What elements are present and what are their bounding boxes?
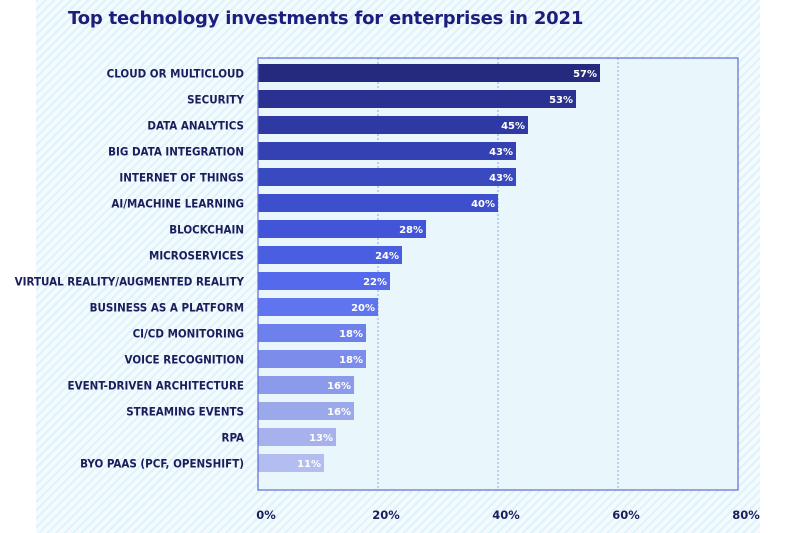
bar-value-label: 16% bbox=[327, 381, 351, 392]
category-label: VIRTUAL REALITY/AUGMENTED REALITY bbox=[15, 275, 245, 289]
x-tick-label: 0% bbox=[256, 508, 276, 522]
bar-value-label: 24% bbox=[375, 251, 399, 262]
x-tick-label: 80% bbox=[732, 508, 760, 522]
category-label: EVENT-DRIVEN ARCHITECTURE bbox=[68, 379, 245, 393]
bar bbox=[258, 324, 366, 342]
x-tick-label: 20% bbox=[372, 508, 400, 522]
category-label: DATA ANALYTICS bbox=[147, 119, 244, 133]
bar-value-label: 28% bbox=[399, 225, 423, 236]
bar-value-label: 18% bbox=[339, 329, 363, 340]
x-tick-label: 60% bbox=[612, 508, 640, 522]
bar bbox=[258, 116, 528, 134]
bar-value-label: 11% bbox=[297, 459, 321, 470]
category-label: BYO PAAS (PCF, OPENSHIFT) bbox=[80, 457, 244, 471]
category-label: BLOCKCHAIN bbox=[169, 223, 244, 237]
category-label: BUSINESS AS A PLATFORM bbox=[90, 301, 244, 315]
bar bbox=[258, 64, 600, 82]
bar bbox=[258, 298, 378, 316]
bar bbox=[258, 246, 402, 264]
bar-value-label: 57% bbox=[573, 69, 597, 80]
category-label: MICROSERVICES bbox=[149, 249, 244, 263]
bar-value-label: 43% bbox=[489, 173, 513, 184]
bar bbox=[258, 90, 576, 108]
bar bbox=[258, 376, 354, 394]
category-label: VOICE RECOGNITION bbox=[125, 353, 244, 367]
category-label: STREAMING EVENTS bbox=[126, 405, 244, 419]
bar-value-label: 45% bbox=[501, 121, 525, 132]
bar bbox=[258, 350, 366, 368]
bar bbox=[258, 194, 498, 212]
bar bbox=[258, 220, 426, 238]
category-label: CI/CD MONITORING bbox=[133, 327, 244, 341]
category-label: SECURITY bbox=[187, 93, 244, 107]
bar-value-label: 22% bbox=[363, 277, 387, 288]
bar bbox=[258, 272, 390, 290]
bar bbox=[258, 168, 516, 186]
bar-value-label: 43% bbox=[489, 147, 513, 158]
bar-value-label: 53% bbox=[549, 95, 573, 106]
bar-value-label: 13% bbox=[309, 433, 333, 444]
category-label: AI/MACHINE LEARNING bbox=[111, 197, 244, 211]
bar bbox=[258, 142, 516, 160]
bar bbox=[258, 428, 336, 446]
bar-value-label: 16% bbox=[327, 407, 351, 418]
bar bbox=[258, 454, 324, 472]
category-label: RPA bbox=[221, 431, 244, 445]
category-label: BIG DATA INTEGRATION bbox=[108, 145, 244, 159]
bar-value-label: 40% bbox=[471, 199, 495, 210]
bar-value-label: 18% bbox=[339, 355, 363, 366]
bar bbox=[258, 402, 354, 420]
x-tick-label: 40% bbox=[492, 508, 520, 522]
chart-title: Top technology investments for enterpris… bbox=[68, 8, 584, 29]
plot-border bbox=[257, 57, 739, 491]
bar-value-label: 20% bbox=[351, 303, 375, 314]
category-label: INTERNET OF THINGS bbox=[119, 171, 244, 185]
category-label: CLOUD OR MULTICLOUD bbox=[107, 67, 245, 81]
